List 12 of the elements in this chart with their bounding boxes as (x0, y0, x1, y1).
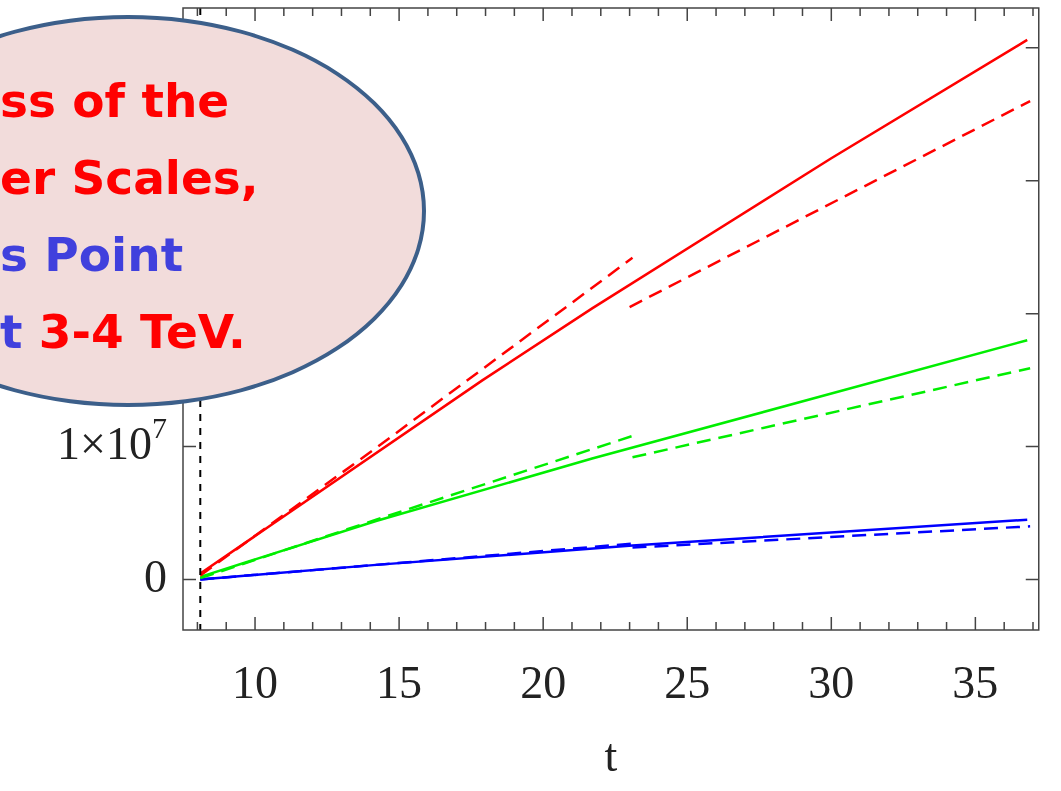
x-tick-label: 25 (664, 656, 711, 708)
x-tick-label: 10 (232, 656, 279, 708)
y-tick-label: 0 (144, 550, 167, 602)
annotation: ss of the (0, 72, 231, 130)
annotation: t 3-4 TeV. (0, 304, 246, 359)
annotation: er Scales, (0, 149, 259, 207)
annotation: s Point (0, 226, 185, 284)
x-tick-label: 30 (808, 656, 855, 708)
x-tick-label: 35 (952, 656, 999, 708)
x-axis-title: t (604, 730, 618, 782)
x-tick-label: 20 (520, 656, 567, 708)
x-tick-label: 15 (376, 656, 423, 708)
